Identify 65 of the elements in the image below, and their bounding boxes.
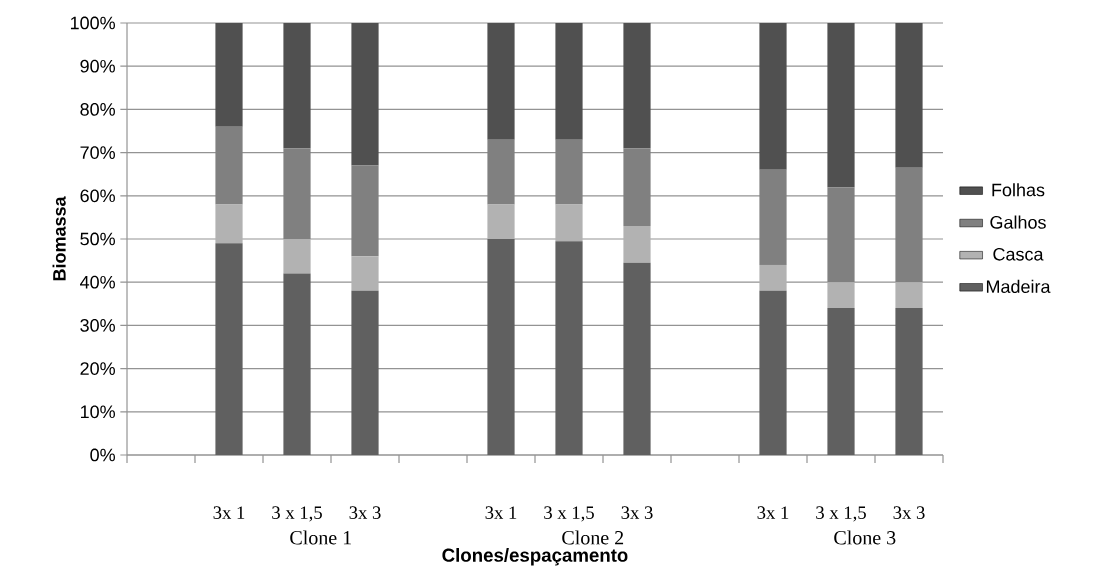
legend-label: Madeira [986, 279, 1051, 293]
x-tick-label: 3x 1 [485, 506, 517, 519]
x-tick-label: 3x 3 [893, 506, 925, 519]
bar [895, 22, 923, 168]
x-tick-label: 3x 3 [621, 506, 653, 519]
bar [895, 167, 923, 283]
bar [895, 282, 923, 309]
y-tick-label: 30% [80, 319, 115, 332]
y-tick-label: 10% [80, 405, 115, 419]
bar [487, 22, 515, 140]
bar [283, 273, 311, 455]
bar [283, 238, 311, 274]
bar [487, 238, 515, 455]
bar [555, 22, 583, 140]
bar [487, 139, 515, 205]
bar [215, 204, 243, 244]
bar [555, 241, 583, 455]
y-tick-label: 20% [80, 362, 115, 375]
bar [623, 262, 651, 455]
bar [623, 148, 651, 227]
bar [827, 282, 855, 309]
x-tick-label: 3x 1 [213, 506, 245, 519]
y-tick-label: 70% [80, 146, 115, 159]
bar [215, 126, 243, 205]
bar [215, 243, 243, 455]
bar [283, 22, 311, 149]
legend-label: Casca [993, 247, 1044, 261]
x-tick-label: 3 x 1,5 [816, 506, 866, 522]
y-tick-label: 60% [80, 189, 115, 203]
y-tick-label: 0% [90, 448, 115, 462]
bar [351, 290, 379, 455]
bar [487, 204, 515, 239]
y-tick-label: 50% [80, 232, 115, 246]
legend-label: Galhos [990, 215, 1046, 229]
bar [827, 22, 855, 188]
bar [895, 308, 923, 455]
bar [623, 22, 651, 149]
bar [827, 187, 855, 283]
text: Clone 2 [562, 530, 624, 545]
y-tick-label: 80% [80, 103, 115, 116]
bar [351, 256, 379, 291]
bar [759, 290, 787, 455]
bar [759, 169, 787, 265]
y-axis-title: Biomassa [52, 196, 66, 281]
bar [759, 22, 787, 170]
bar [759, 264, 787, 291]
legend-label: Folhas [992, 183, 1045, 197]
bar [215, 22, 243, 127]
text: Clone 3 [834, 530, 896, 545]
bar [827, 308, 855, 455]
y-tick-label: 90% [80, 59, 115, 73]
bar [351, 22, 379, 166]
x-tick-label: 3x 3 [349, 506, 381, 519]
x-tick-label: 3x 1 [757, 506, 789, 519]
y-tick-label: 100% [70, 16, 115, 30]
text: Clone 1 [290, 530, 351, 545]
x-axis-title: Clones/espaçamento [442, 548, 628, 566]
bar [555, 139, 583, 205]
x-tick-label: 3 x 1,5 [544, 506, 594, 522]
bar [555, 204, 583, 242]
bar [351, 165, 379, 257]
bar [283, 148, 311, 239]
bar [623, 226, 651, 263]
x-tick-label: 3 x 1,5 [272, 506, 322, 522]
y-tick-label: 40% [80, 275, 115, 289]
